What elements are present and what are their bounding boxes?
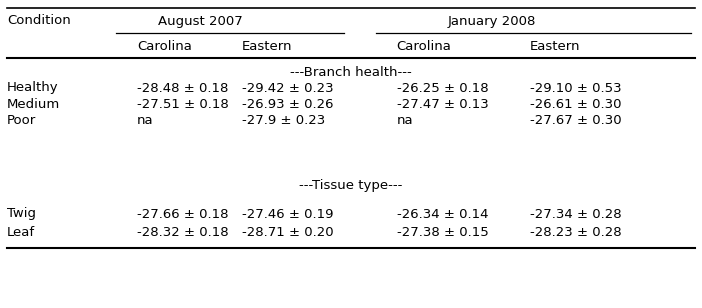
Text: Healthy: Healthy — [7, 82, 59, 95]
Text: Carolina: Carolina — [397, 39, 451, 52]
Text: -28.23 ± 0.28: -28.23 ± 0.28 — [530, 225, 622, 238]
Text: -27.46 ± 0.19: -27.46 ± 0.19 — [242, 208, 333, 221]
Text: -27.47 ± 0.13: -27.47 ± 0.13 — [397, 98, 489, 111]
Text: -27.51 ± 0.18: -27.51 ± 0.18 — [137, 98, 229, 111]
Text: -27.66 ± 0.18: -27.66 ± 0.18 — [137, 208, 228, 221]
Text: -28.32 ± 0.18: -28.32 ± 0.18 — [137, 225, 229, 238]
Text: -26.34 ± 0.14: -26.34 ± 0.14 — [397, 208, 488, 221]
Text: -27.67 ± 0.30: -27.67 ± 0.30 — [530, 114, 622, 127]
Text: ---Tissue type---: ---Tissue type--- — [299, 179, 403, 192]
Text: Medium: Medium — [7, 98, 60, 111]
Text: Condition: Condition — [7, 14, 71, 27]
Text: Twig: Twig — [7, 208, 36, 221]
Text: Poor: Poor — [7, 114, 37, 127]
Text: -29.42 ± 0.23: -29.42 ± 0.23 — [242, 82, 334, 95]
Text: Carolina: Carolina — [137, 39, 192, 52]
Text: -28.48 ± 0.18: -28.48 ± 0.18 — [137, 82, 228, 95]
Text: -27.38 ± 0.15: -27.38 ± 0.15 — [397, 225, 489, 238]
Text: -27.9 ± 0.23: -27.9 ± 0.23 — [242, 114, 326, 127]
Text: -26.25 ± 0.18: -26.25 ± 0.18 — [397, 82, 489, 95]
Text: January 2008: January 2008 — [447, 14, 536, 27]
Text: -26.93 ± 0.26: -26.93 ± 0.26 — [242, 98, 333, 111]
Text: ---Branch health---: ---Branch health--- — [290, 66, 412, 79]
Text: -28.71 ± 0.20: -28.71 ± 0.20 — [242, 225, 334, 238]
Text: -29.10 ± 0.53: -29.10 ± 0.53 — [530, 82, 622, 95]
Text: na: na — [397, 114, 413, 127]
Text: -27.34 ± 0.28: -27.34 ± 0.28 — [530, 208, 622, 221]
Text: na: na — [137, 114, 154, 127]
Text: -26.61 ± 0.30: -26.61 ± 0.30 — [530, 98, 621, 111]
Text: Eastern: Eastern — [242, 39, 293, 52]
Text: Eastern: Eastern — [530, 39, 581, 52]
Text: August 2007: August 2007 — [158, 14, 242, 27]
Text: Leaf: Leaf — [7, 225, 35, 238]
